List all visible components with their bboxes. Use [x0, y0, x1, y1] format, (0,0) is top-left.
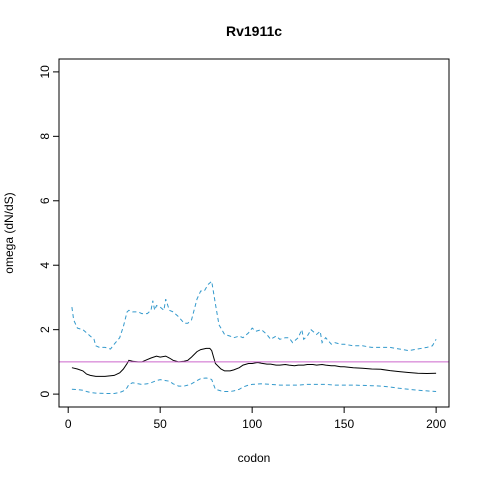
series-line-1	[71, 347, 437, 377]
y-tick-label: 8	[38, 133, 52, 140]
y-tick-label: 0	[38, 390, 52, 397]
y-tick-label: 10	[38, 65, 52, 79]
series-layer	[71, 280, 437, 394]
x-tick-label: 100	[242, 417, 262, 431]
x-tick-label: 0	[65, 417, 72, 431]
x-tick-label: 150	[334, 417, 354, 431]
y-tick-label: 4	[38, 262, 52, 269]
x-tick-label: 50	[153, 417, 167, 431]
x-tick-label: 200	[426, 417, 446, 431]
x-axis-label: codon	[238, 451, 271, 465]
chart-title: Rv1911c	[226, 23, 282, 39]
y-tick-label: 6	[38, 197, 52, 204]
y-tick-label: 2	[38, 326, 52, 333]
y-axis-label: omega (dN/dS)	[2, 192, 16, 273]
series-line-2	[71, 280, 437, 352]
series-line-3	[71, 377, 437, 394]
plot-frame	[58, 58, 450, 408]
